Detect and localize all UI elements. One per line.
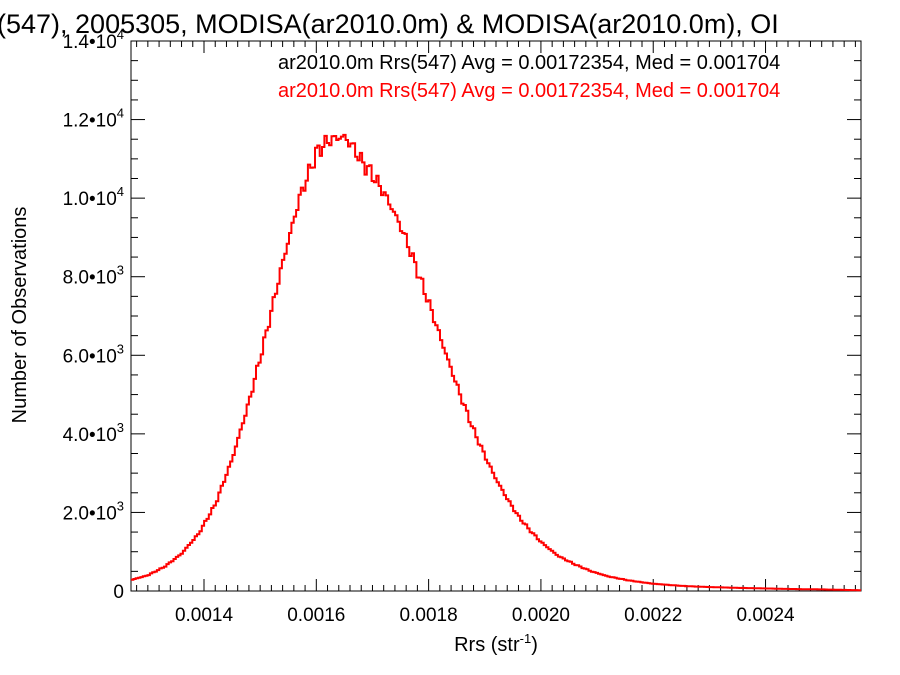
- x-tick-labels: 0.0014 0.0016 0.0018 0.0020 0.0022 0.0024: [175, 605, 795, 626]
- x-tick-label: 0.0020: [512, 605, 570, 626]
- y-tick-label: 1.4•104: [63, 27, 124, 53]
- y-tick-label: 0: [113, 582, 124, 603]
- y-tick-mantissa: 1.4•10: [63, 32, 117, 53]
- y-tick-mantissa: 0: [113, 582, 124, 603]
- legend-entry: ar2010.0m Rrs(547) Avg = 0.00172354, Med…: [278, 80, 780, 102]
- y-tick-mantissa: 6.0•10: [63, 346, 117, 367]
- x-tick-label: 0.0018: [400, 605, 458, 626]
- x-tick-label: 0.0014: [175, 605, 234, 626]
- series-line-red: [131, 133, 861, 592]
- x-axis-label-close: ): [531, 634, 538, 656]
- y-tick-mantissa: 1.2•10: [63, 111, 117, 132]
- plot-frame: [130, 40, 862, 592]
- y-tick-exponent: 3: [117, 420, 124, 435]
- legend: ar2010.0m Rrs(547) Avg = 0.00172354, Med…: [278, 52, 780, 102]
- y-tick-exponent: 3: [117, 498, 124, 513]
- y-tick-label: 1.2•104: [63, 106, 124, 132]
- x-tick-label: 0.0022: [624, 605, 682, 626]
- y-tick-label: 4.0•103: [63, 420, 124, 446]
- x-tick-label: 0.0024: [736, 605, 795, 626]
- chart-title: (547), 2005305, MODISA(ar2010.0m) & MODI…: [0, 9, 779, 39]
- y-tick-mantissa: 8.0•10: [63, 268, 117, 289]
- y-tick-exponent: 4: [117, 106, 124, 121]
- y-tick-label: 8.0•103: [63, 263, 124, 289]
- legend-entry: ar2010.0m Rrs(547) Avg = 0.00172354, Med…: [278, 52, 780, 74]
- y-tick-label: 2.0•103: [63, 498, 124, 524]
- y-axis-label: Number of Observations: [9, 207, 31, 424]
- x-tick-label: 0.0016: [287, 605, 345, 626]
- x-axis-label: Rrs (str-1): [454, 631, 538, 656]
- y-tick-exponent: 4: [117, 184, 124, 199]
- y-tick-label: 6.0•103: [63, 341, 124, 367]
- axis-ticks: [131, 40, 861, 592]
- y-tick-exponent: 4: [117, 27, 124, 42]
- y-tick-exponent: 3: [117, 341, 124, 356]
- y-tick-label: 1.0•104: [63, 184, 124, 210]
- y-tick-exponent: 3: [117, 263, 124, 278]
- y-tick-mantissa: 2.0•10: [63, 503, 117, 524]
- y-tick-labels: 02.0•1034.0•1036.0•1038.0•1031.0•1041.2•…: [63, 27, 124, 603]
- x-axis-label-superscript: -1: [520, 631, 532, 646]
- y-tick-mantissa: 1.0•10: [63, 189, 117, 210]
- y-tick-mantissa: 4.0•10: [63, 425, 117, 446]
